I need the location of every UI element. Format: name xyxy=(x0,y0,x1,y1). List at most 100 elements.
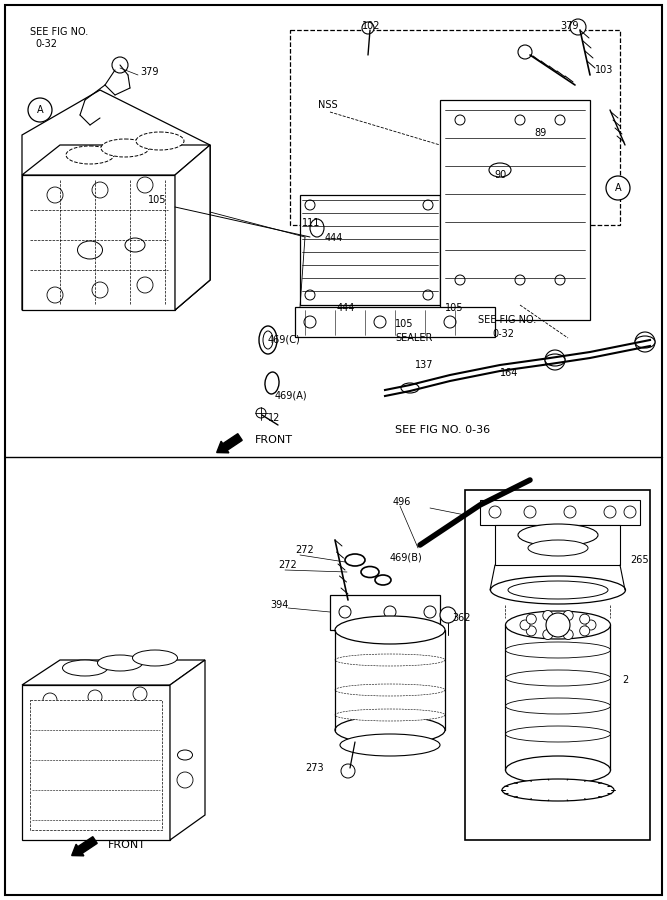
Ellipse shape xyxy=(63,660,107,676)
Circle shape xyxy=(564,506,576,518)
Ellipse shape xyxy=(335,654,445,666)
FancyArrow shape xyxy=(217,434,242,453)
Polygon shape xyxy=(170,660,205,840)
Circle shape xyxy=(489,506,501,518)
Text: 496: 496 xyxy=(393,497,412,507)
Circle shape xyxy=(543,629,553,640)
Text: 444: 444 xyxy=(325,233,344,243)
Ellipse shape xyxy=(506,642,610,658)
Ellipse shape xyxy=(125,238,145,252)
Circle shape xyxy=(580,626,590,636)
Ellipse shape xyxy=(635,336,655,348)
Ellipse shape xyxy=(335,716,445,744)
Polygon shape xyxy=(22,660,205,685)
Ellipse shape xyxy=(177,750,193,760)
Circle shape xyxy=(341,764,355,778)
Text: 469(B): 469(B) xyxy=(390,553,423,563)
Polygon shape xyxy=(22,175,175,310)
Text: 103: 103 xyxy=(595,65,614,75)
Ellipse shape xyxy=(489,163,511,177)
Text: A: A xyxy=(37,105,43,115)
Text: 265: 265 xyxy=(630,555,648,565)
Text: SEALER: SEALER xyxy=(395,333,432,343)
Text: 105: 105 xyxy=(445,303,464,313)
Circle shape xyxy=(526,614,536,624)
Ellipse shape xyxy=(265,372,279,394)
Ellipse shape xyxy=(361,566,379,578)
Circle shape xyxy=(304,316,316,328)
Text: 362: 362 xyxy=(452,613,470,623)
Circle shape xyxy=(515,275,525,285)
Circle shape xyxy=(455,275,465,285)
Circle shape xyxy=(515,115,525,125)
Circle shape xyxy=(580,614,590,624)
Circle shape xyxy=(563,629,573,640)
Circle shape xyxy=(137,277,153,293)
Polygon shape xyxy=(22,145,210,175)
Ellipse shape xyxy=(97,655,143,671)
Text: 272: 272 xyxy=(278,560,297,570)
Circle shape xyxy=(423,200,433,210)
Text: 379: 379 xyxy=(140,67,159,77)
Text: 272: 272 xyxy=(295,545,313,555)
Circle shape xyxy=(133,687,147,701)
Text: 164: 164 xyxy=(500,368,518,378)
Circle shape xyxy=(43,693,57,707)
Text: SEE FIG NO.: SEE FIG NO. xyxy=(478,315,536,325)
Circle shape xyxy=(606,176,630,200)
Bar xyxy=(30,700,162,830)
Text: 111: 111 xyxy=(302,218,320,228)
Text: NSS: NSS xyxy=(318,100,338,110)
Text: FRONT: FRONT xyxy=(255,435,293,445)
Ellipse shape xyxy=(401,383,419,393)
Text: SEE FIG NO.: SEE FIG NO. xyxy=(30,27,88,37)
Ellipse shape xyxy=(335,616,445,644)
Circle shape xyxy=(47,287,63,303)
Text: 394: 394 xyxy=(270,600,288,610)
Circle shape xyxy=(92,182,108,198)
Ellipse shape xyxy=(506,698,610,714)
Text: A: A xyxy=(615,183,622,193)
Ellipse shape xyxy=(528,540,588,556)
Ellipse shape xyxy=(506,756,610,784)
Text: 0-32: 0-32 xyxy=(35,39,57,49)
Circle shape xyxy=(256,408,266,418)
Polygon shape xyxy=(175,145,210,310)
Bar xyxy=(440,100,590,320)
Circle shape xyxy=(545,350,565,370)
Circle shape xyxy=(546,613,570,637)
Text: 0-32: 0-32 xyxy=(492,329,514,339)
Circle shape xyxy=(177,772,193,788)
Ellipse shape xyxy=(133,650,177,666)
Text: 444: 444 xyxy=(337,303,356,313)
Text: 90: 90 xyxy=(494,170,506,180)
Circle shape xyxy=(604,506,616,518)
Text: FRONT: FRONT xyxy=(108,840,146,850)
Circle shape xyxy=(635,332,655,352)
Circle shape xyxy=(28,98,52,122)
Ellipse shape xyxy=(490,576,626,604)
Text: 469(C): 469(C) xyxy=(268,335,301,345)
Polygon shape xyxy=(175,145,210,310)
Circle shape xyxy=(526,626,536,636)
Circle shape xyxy=(339,606,351,618)
Text: 137: 137 xyxy=(415,360,434,370)
Text: 273: 273 xyxy=(305,763,323,773)
Circle shape xyxy=(362,22,374,34)
Circle shape xyxy=(563,610,573,620)
Ellipse shape xyxy=(345,554,365,566)
Text: 469(A): 469(A) xyxy=(275,390,307,400)
Bar xyxy=(330,595,440,630)
Text: 2: 2 xyxy=(622,675,628,685)
Circle shape xyxy=(424,606,436,618)
Circle shape xyxy=(305,200,315,210)
Ellipse shape xyxy=(136,132,184,150)
Bar xyxy=(290,30,620,225)
Circle shape xyxy=(423,290,433,300)
Circle shape xyxy=(520,620,530,630)
Circle shape xyxy=(305,290,315,300)
Ellipse shape xyxy=(259,326,277,354)
Ellipse shape xyxy=(375,575,391,585)
Ellipse shape xyxy=(506,726,610,742)
Text: 102: 102 xyxy=(362,21,380,31)
